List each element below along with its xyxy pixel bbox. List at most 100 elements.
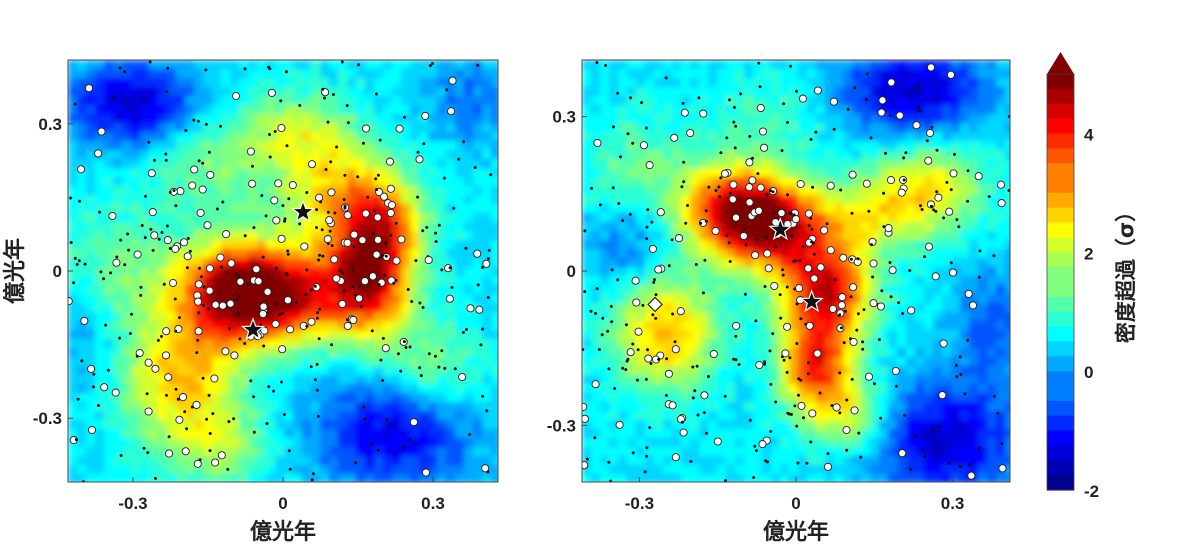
galaxy-dot-point [845,448,849,452]
galaxy-dot-point [780,355,784,359]
galaxy-dot-point [879,416,883,420]
galaxy-circle-point [385,157,395,166]
galaxy-dot-point [309,288,313,292]
galaxy-circle-point [964,289,973,298]
galaxy-dot-point [280,380,283,384]
galaxy-dot-point [723,394,727,398]
colorbar-ticks: 4 2 0 -2 [1084,125,1099,501]
galaxy-dot-point [176,397,180,401]
galaxy-dot-point [916,85,920,88]
galaxy-circle-point [679,428,688,437]
galaxy-circle-point [392,256,401,265]
galaxy-dot-point [275,302,279,306]
galaxy-dot-point [582,348,585,351]
galaxy-dot-point [91,385,95,389]
galaxy-dot-point [807,224,811,228]
galaxy-circle-point [805,321,814,330]
galaxy-circle-point [796,179,805,189]
galaxy-dot-point [744,243,748,247]
galaxy-dot-point [958,355,962,359]
galaxy-circle-point [447,107,456,116]
galaxy-circle-point [848,170,857,179]
galaxy-dot-point [162,282,166,286]
galaxy-dot-point [352,245,356,249]
galaxy-dot-point [882,191,886,195]
galaxy-dot-point [691,396,695,400]
galaxy-dot-point [422,142,426,146]
galaxy-circle-point [837,301,846,310]
galaxy-dot-point [97,404,100,407]
galaxy-dot-point [619,155,622,159]
galaxy-dot-point [888,261,892,264]
galaxy-dot-point [326,210,330,214]
galaxy-circle-point [887,78,896,87]
x-tick-label: -0.3 [118,494,147,513]
galaxy-dot-point [949,188,953,192]
galaxy-dot-point [606,329,610,333]
galaxy-dot-point [272,389,276,393]
galaxy-dot-point [853,86,857,90]
galaxy-circle-point [862,179,871,188]
galaxy-dot-point [273,130,277,133]
galaxy-dot-point [481,394,485,398]
galaxy-dot-point [850,211,854,215]
galaxy-dot-point [268,133,271,136]
galaxy-dot-point [919,204,922,208]
galaxy-circle-point [720,169,729,178]
galaxy-dot-point [305,268,309,272]
galaxy-dot-point [357,63,361,67]
galaxy-dot-point [317,337,321,341]
galaxy-dot-point [363,417,367,421]
galaxy-dot-point [697,96,701,100]
galaxy-circle-point [307,317,316,326]
galaxy-dot-point [901,312,905,315]
galaxy-dot-point [771,332,775,336]
galaxy-dot-point [825,222,829,226]
galaxy-circle-point [196,208,205,217]
galaxy-dot-point [353,293,357,297]
galaxy-dot-point [856,312,860,316]
galaxy-dot-point [378,138,382,142]
colorbar-band [1047,371,1074,387]
galaxy-circle-point [194,297,203,306]
galaxy-dot-point [801,245,805,249]
galaxy-dot-point [311,472,315,476]
galaxy-dot-point [882,225,886,229]
colorbar-band [1047,133,1074,149]
galaxy-circle-point [745,158,754,167]
galaxy-circle-point [823,462,833,471]
galaxy-dot-point [935,148,939,152]
galaxy-circle-point [76,165,86,174]
galaxy-dot-point [384,254,388,258]
galaxy-dot-point [583,229,587,233]
galaxy-circle-point [176,187,185,196]
galaxy-circle-point [259,302,268,311]
galaxy-dot-point [654,316,658,320]
galaxy-dot-point [140,224,144,227]
galaxy-dot-point [328,229,332,233]
galaxy-circle-point [332,274,341,283]
galaxy-circle-point [728,195,737,204]
galaxy-dot-point [275,266,278,270]
colorbar-band [1047,267,1074,283]
x-tick-label: 0.3 [941,494,965,513]
galaxy-dot-point [631,451,635,455]
galaxy-dot-point [147,140,151,144]
galaxy-circle-point [87,364,96,373]
galaxy-dot-point [340,60,344,64]
left-markers [240,199,316,341]
galaxy-dot-point [201,303,205,307]
galaxy-dot-point [437,223,441,227]
galaxy-circle-point [252,265,261,274]
galaxy-dot-point [811,241,815,245]
galaxy-dot-point [609,479,613,482]
galaxy-circle-point [842,425,851,435]
galaxy-circle-point [226,299,235,308]
galaxy-circle-point [711,226,720,236]
galaxy-dot-point [227,420,231,424]
galaxy-dot-point [476,283,480,287]
galaxy-dot-point [810,227,814,231]
galaxy-circle-point [783,322,792,331]
galaxy-dot-point [184,129,188,132]
galaxy-dot-point [168,246,172,250]
